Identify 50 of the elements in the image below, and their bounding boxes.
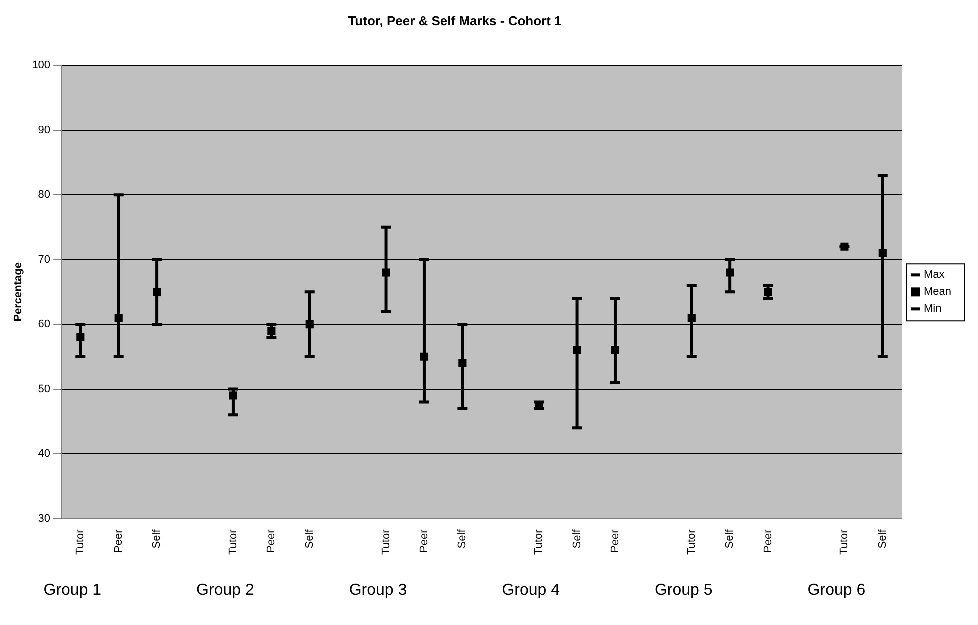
y-tick-label: 30: [38, 512, 51, 525]
y-tick-label: 80: [38, 189, 51, 202]
legend-label: Mean: [924, 286, 952, 298]
y-axis-title: Percentage: [12, 262, 25, 322]
point: [688, 314, 696, 322]
point: [611, 346, 620, 354]
x-tick-label: Self: [151, 528, 164, 549]
text: Group 6: [808, 582, 866, 600]
y-tick-label: 70: [38, 254, 51, 266]
text: Max: [924, 269, 946, 282]
x-tick-label: Tutor: [533, 529, 546, 555]
x-tick-label: Self: [571, 528, 584, 549]
point: [878, 249, 887, 258]
y-tick-label: 40: [38, 448, 51, 460]
x-tick-label: Self: [304, 528, 316, 549]
text: Group 2: [196, 582, 254, 600]
point: [420, 352, 429, 361]
point: [153, 288, 162, 296]
x-tick-label: Peer: [266, 529, 278, 553]
chart-title: Tutor, Peer & Self Marks - Cohort 1: [348, 13, 562, 28]
text: Min: [924, 303, 942, 316]
text: Group 4: [502, 582, 560, 600]
x-tick-label: Tutor: [380, 529, 392, 555]
point: [229, 392, 238, 400]
x-tick-label: Self: [876, 528, 889, 549]
x-tick-label: Self: [456, 528, 469, 549]
point: [840, 242, 849, 251]
x-tick-label: Peer: [762, 529, 774, 553]
x-tick-label: Tutor: [74, 529, 87, 555]
x-tick-label: Peer: [112, 529, 125, 553]
text: Group 3: [349, 582, 408, 600]
text: Group 5: [654, 582, 713, 600]
x-tick-label: Self: [724, 528, 736, 549]
text: Group 1: [44, 582, 102, 600]
y-tick-label: 50: [38, 383, 51, 396]
x-tick-label: Tutor: [686, 529, 698, 555]
x-tick-label: Tutor: [227, 529, 240, 555]
point: [382, 268, 390, 277]
point: [306, 320, 314, 329]
point: [114, 314, 123, 322]
y-tick-label: 60: [38, 318, 51, 331]
y-tick-label: 100: [32, 60, 51, 72]
x-tick-label: Peer: [610, 529, 622, 553]
y-tick-label: 90: [38, 124, 51, 136]
x-tick-label: Tutor: [838, 529, 851, 555]
point: [573, 346, 582, 354]
point: [726, 268, 734, 277]
point: [76, 333, 85, 342]
x-tick-label: Peer: [418, 529, 431, 553]
point: [458, 359, 467, 368]
